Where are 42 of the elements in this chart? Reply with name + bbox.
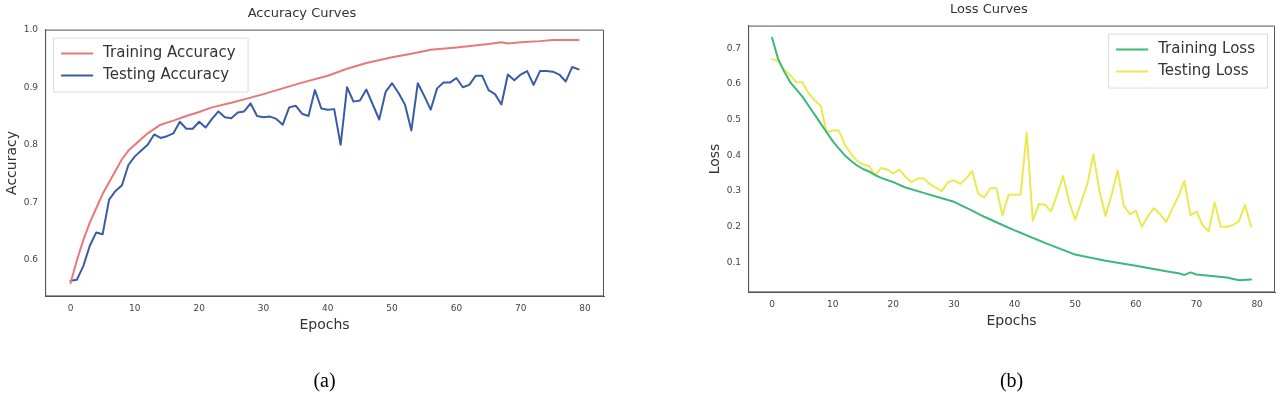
x-tick-label: 60 (1130, 299, 1142, 310)
legend-label: Testing Loss (1157, 61, 1249, 80)
text: (a) (313, 369, 336, 393)
y-tick-label: 0.8 (23, 139, 39, 150)
x-tick-label: 10 (129, 303, 141, 314)
text: (b) (999, 369, 1024, 393)
y-tick-label: 0.2 (726, 221, 742, 232)
y-tick-label: 0.5 (726, 114, 742, 125)
x-tick-label: 50 (1069, 299, 1082, 310)
legend-label: Training Loss (1157, 39, 1256, 58)
x-tick-label: 80 (579, 303, 592, 314)
x-axis-title: Epochs (299, 316, 350, 333)
x-tick-label: 10 (826, 299, 839, 310)
x-tick-label: 0 (67, 303, 74, 314)
y-tick-label: 0.3 (726, 185, 742, 196)
x-tick-label: 70 (514, 303, 527, 314)
y-axis-title: Loss (706, 143, 723, 175)
x-tick-label: 40 (322, 303, 334, 314)
x-tick-label: 80 (1251, 299, 1264, 310)
x-tick-label: 60 (450, 303, 463, 314)
x-tick-label: 30 (948, 299, 960, 310)
y-tick-label: 0.9 (23, 81, 39, 92)
y-tick-label: 0.7 (23, 196, 39, 207)
y-tick-label: 0.6 (726, 78, 742, 89)
legend-label: Testing Accuracy (102, 65, 230, 84)
x-axis-title: Epochs (986, 312, 1037, 329)
x-tick-label: 20 (193, 303, 206, 314)
y-tick-label: 0.1 (726, 256, 742, 267)
x-tick-label: 40 (1008, 299, 1021, 310)
x-tick-label: 50 (386, 303, 399, 314)
x-tick-label: 70 (1190, 299, 1203, 310)
y-tick-label: 1.0 (23, 23, 39, 34)
x-tick-label: 20 (887, 299, 900, 310)
chart-title: Accuracy Curves (247, 5, 357, 21)
y-tick-label: 0.7 (726, 42, 742, 53)
y-axis-title: Accuracy (3, 131, 20, 195)
chart-title: Loss Curves (950, 1, 1029, 17)
legend-label: Training Accuracy (102, 43, 236, 62)
y-tick-label: 0.4 (726, 149, 742, 160)
x-tick-label: 30 (257, 303, 270, 314)
x-tick-label: 0 (769, 299, 776, 310)
y-tick-label: 0.6 (23, 254, 39, 265)
